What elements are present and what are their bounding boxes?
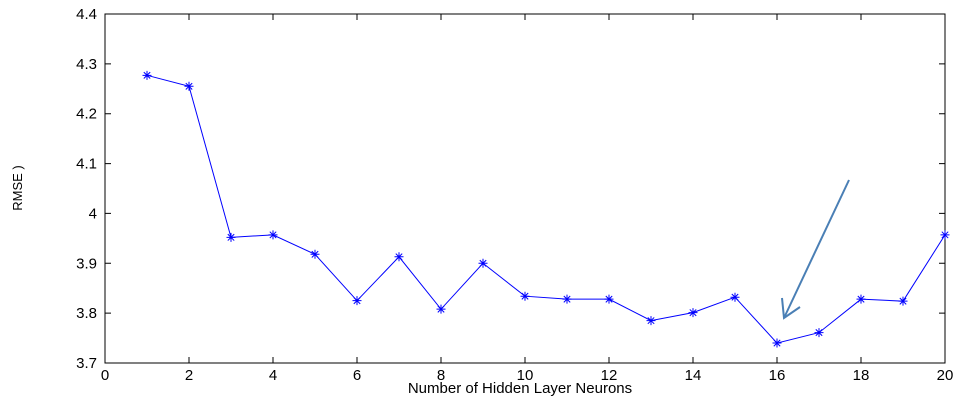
y-tick-label: 4 <box>89 205 97 222</box>
x-tick-label: 4 <box>269 367 277 384</box>
asterisk-marker <box>478 258 488 268</box>
y-tick-label: 4.2 <box>76 106 97 123</box>
annotation-arrow <box>781 179 850 320</box>
asterisk-marker <box>940 230 950 240</box>
y-tick-label: 4.3 <box>76 56 97 73</box>
asterisk-marker <box>142 70 152 80</box>
asterisk-marker <box>730 292 740 302</box>
asterisk-marker <box>310 249 320 259</box>
x-tick-label: 0 <box>101 367 109 384</box>
x-tick-label: 16 <box>769 367 786 384</box>
y-axis-label: RMSE ) <box>10 165 25 211</box>
asterisk-marker <box>772 338 782 348</box>
asterisk-marker <box>268 230 278 240</box>
x-tick-label: 14 <box>685 367 702 384</box>
y-tick-label: 3.7 <box>76 355 97 372</box>
x-tick-label: 8 <box>437 367 445 384</box>
asterisk-marker <box>604 294 614 304</box>
series-line <box>146 74 946 344</box>
y-tick-label: 3.8 <box>76 305 97 322</box>
x-tick-label: 2 <box>185 367 193 384</box>
asterisk-marker <box>646 316 656 326</box>
asterisk-marker <box>352 296 362 306</box>
x-tick-label: 18 <box>853 367 870 384</box>
y-tick-label: 4.4 <box>76 6 97 23</box>
x-tick-label: 12 <box>601 367 618 384</box>
y-tick-label: 3.9 <box>76 255 97 272</box>
y-tick-label: 4.1 <box>76 156 97 173</box>
x-tick-label: 20 <box>937 367 954 384</box>
asterisk-marker <box>394 252 404 262</box>
asterisk-marker <box>688 308 698 318</box>
asterisk-marker <box>898 296 908 306</box>
asterisk-marker <box>226 232 236 242</box>
asterisk-marker <box>520 291 530 301</box>
asterisk-marker <box>184 81 194 91</box>
asterisk-marker <box>436 304 446 314</box>
x-tick-label: 6 <box>353 367 361 384</box>
asterisk-marker <box>814 328 824 338</box>
x-tick-label: 10 <box>517 367 534 384</box>
asterisk-marker <box>562 294 572 304</box>
x-axis-label: Number of Hidden Layer Neurons <box>408 380 632 397</box>
asterisk-marker <box>856 294 866 304</box>
plot-frame <box>104 13 946 364</box>
